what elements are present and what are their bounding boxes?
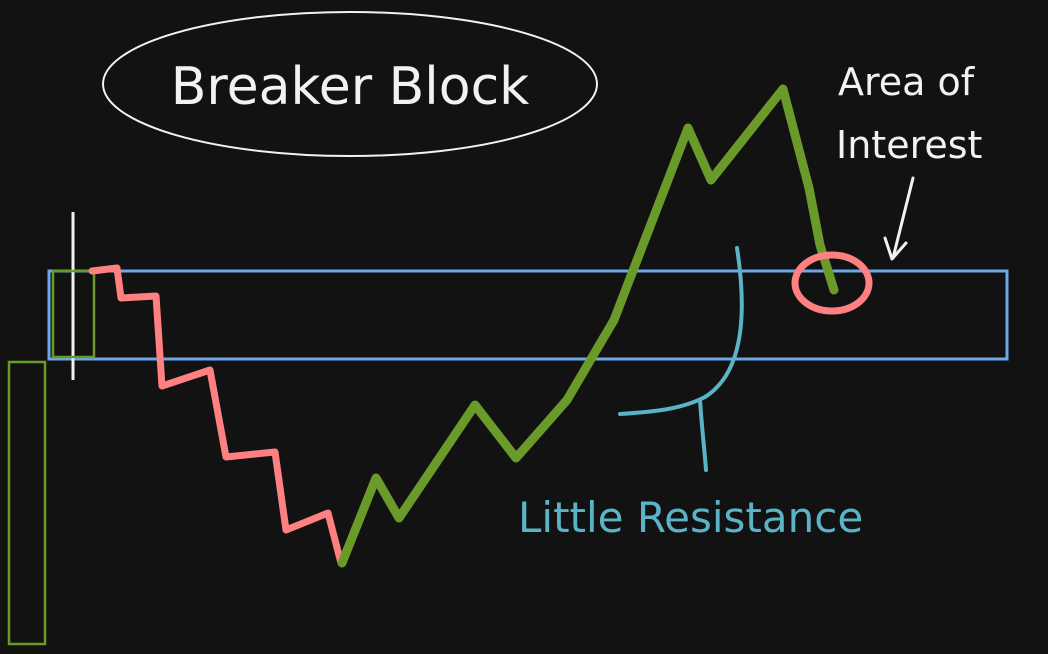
- little-resistance-label: Little Resistance: [518, 493, 863, 542]
- arrow-icon: [883, 176, 915, 261]
- small-candle: [51, 269, 96, 359]
- retest-circle: [791, 251, 873, 315]
- bullish-move-line: [337, 84, 839, 568]
- area-of-interest-line1: Area of: [838, 60, 976, 104]
- bearish-move-line: [88, 264, 345, 567]
- area-of-interest-line2: Interest: [836, 123, 982, 167]
- resistance-brace: [618, 246, 744, 472]
- title-text: Breaker Block: [171, 57, 530, 117]
- breaker-zone: [47, 269, 1009, 361]
- title-ellipse: [102, 11, 598, 157]
- large-candle: [7, 360, 47, 646]
